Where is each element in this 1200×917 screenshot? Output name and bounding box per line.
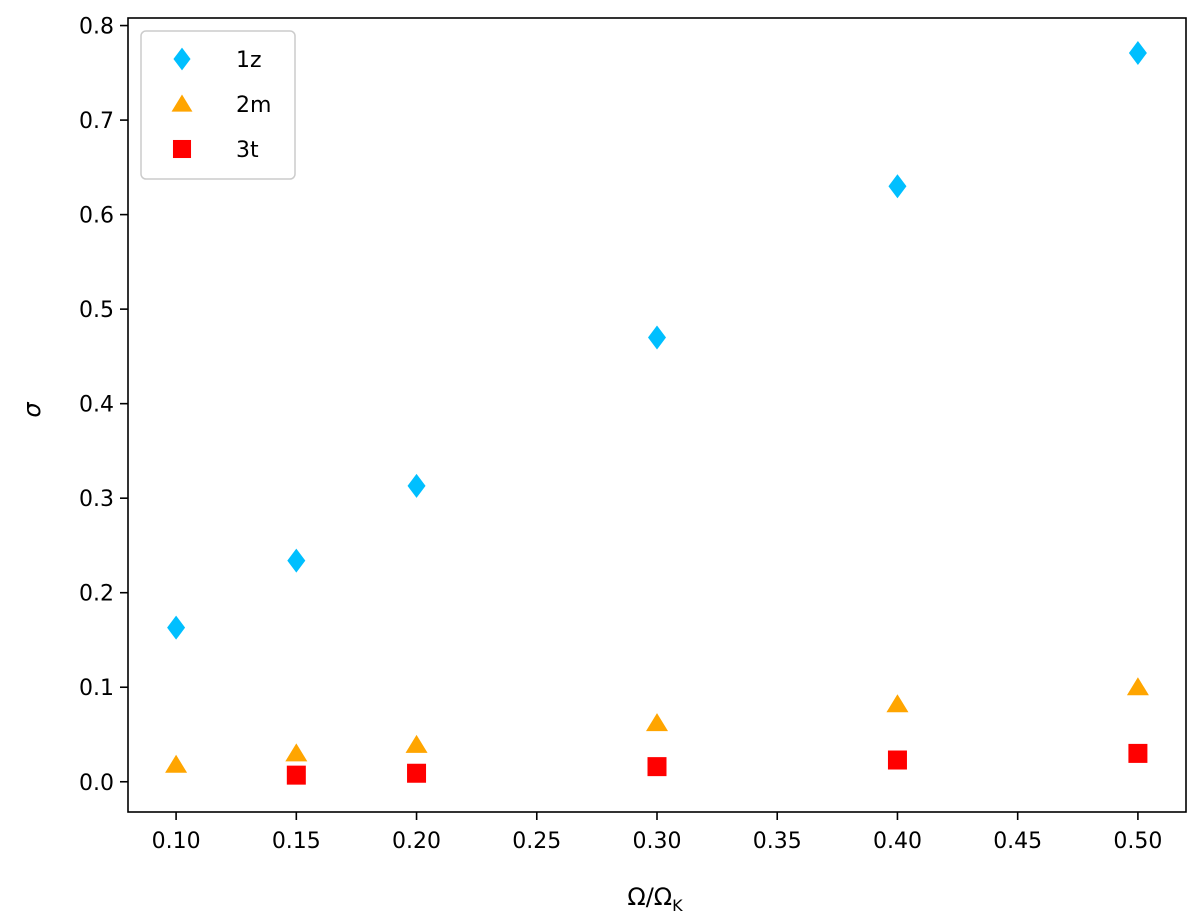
- x-tick-label: 0.50: [1113, 829, 1162, 854]
- y-tick-label: 0.2: [79, 582, 114, 607]
- data-point-2m: [646, 713, 668, 732]
- y-tick-label: 0.6: [79, 204, 114, 229]
- y-tick-label: 0.7: [79, 109, 114, 134]
- data-point-3t: [1128, 743, 1148, 763]
- x-tick-label: 0.35: [753, 829, 802, 854]
- data-point-1z: [648, 325, 666, 350]
- x-tick-label: 0.10: [152, 829, 201, 854]
- legend-label-1z: 1z: [236, 48, 262, 73]
- legend-label-2m: 2m: [236, 93, 271, 118]
- legend-marker-3t: [172, 139, 192, 159]
- plot-area: [165, 40, 1149, 785]
- x-tick-label: 0.30: [633, 829, 682, 854]
- data-point-3t: [647, 757, 667, 777]
- data-point-3t: [887, 750, 907, 770]
- x-tick-label: 0.25: [512, 829, 561, 854]
- x-axis-label-main: Ω/Ω: [627, 883, 672, 911]
- data-point-3t: [286, 765, 306, 785]
- y-tick-label: 0.1: [79, 676, 114, 701]
- x-tick-label: 0.20: [392, 829, 441, 854]
- data-point-1z: [888, 174, 907, 199]
- series-1z: [167, 40, 1147, 640]
- data-point-2m: [405, 734, 428, 753]
- legend: 1z 2m 3t: [140, 30, 296, 180]
- legend-label-3t: 3t: [236, 138, 259, 163]
- data-point-2m: [886, 694, 909, 713]
- legend-box: [140, 30, 296, 180]
- x-tick-label: 0.15: [272, 829, 321, 854]
- axes: 0.10 0.15 0.20 0.25 0.30 0.35 0.40 0.45 0.50 0.0 0…: [79, 15, 1187, 854]
- legend-marker-1z: [173, 47, 191, 71]
- legend-marker-2m: [171, 94, 193, 112]
- data-point-1z: [1128, 40, 1147, 65]
- x-tick-label: 0.40: [873, 829, 922, 854]
- data-point-1z: [407, 473, 426, 498]
- y-tick-label: 0.3: [79, 487, 114, 512]
- data-point-2m: [1126, 677, 1149, 696]
- data-point-3t: [407, 763, 427, 783]
- x-axis-label: Ω/ΩK: [627, 883, 683, 915]
- data-point-1z: [167, 615, 186, 640]
- data-point-2m: [285, 743, 308, 762]
- y-axis-label: σ: [18, 402, 46, 418]
- x-axis-label-subscript: K: [672, 896, 683, 915]
- x-tick-label: 0.45: [993, 829, 1042, 854]
- y-tick-label: 0.0: [79, 771, 114, 796]
- y-tick-label: 0.8: [79, 15, 114, 40]
- data-point-1z: [287, 548, 306, 573]
- y-tick-label: 0.5: [79, 298, 114, 323]
- series-2m: [165, 677, 1149, 773]
- plot-frame: [127, 17, 1187, 813]
- data-point-2m: [165, 754, 188, 773]
- series-3t: [286, 743, 1148, 785]
- y-tick-label: 0.4: [79, 393, 114, 418]
